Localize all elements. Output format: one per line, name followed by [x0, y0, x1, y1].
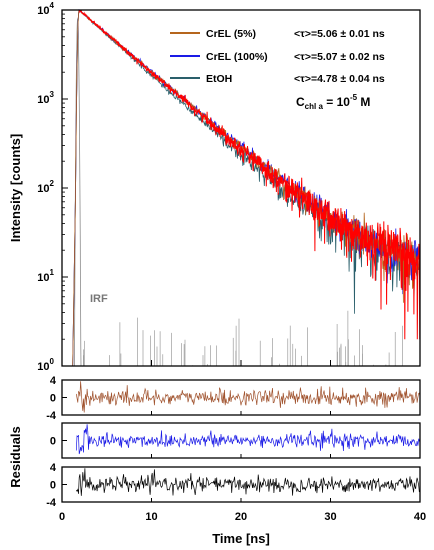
- decay-series: [72, 9, 420, 367]
- residuals-panel: 4 0 -4 0 4 0 -4: [46, 375, 421, 509]
- legend-tau-crel-100: <τ>=5.07 ± 0.02 ns: [294, 51, 385, 63]
- y-tick-mantissa: 10: [37, 361, 49, 373]
- irf-trace: [73, 18, 403, 367]
- y-tick-mantissa: 10: [37, 272, 49, 284]
- residuals-y-axis-label: Residuals: [8, 426, 23, 487]
- residual-y-tick-label: 4: [50, 375, 57, 387]
- legend-label-crel-5: CrEL (5%): [206, 28, 256, 40]
- legend: CrEL (5%) <τ>=5.06 ± 0.01 ns CrEL (100%)…: [170, 28, 385, 85]
- legend-tau-etoh: <τ>=4.78 ± 0.04 ns: [294, 73, 385, 85]
- residual-subplot: 0: [50, 422, 421, 459]
- x-axis-label: Time [ns]: [212, 531, 270, 546]
- residual-subplot: 4 0 -4: [46, 375, 421, 422]
- decay-data: [72, 9, 421, 367]
- decay-plot-frame: [61, 9, 421, 367]
- residual-y-tick-label: 0: [50, 436, 56, 448]
- x-tick-label: 30: [324, 511, 336, 523]
- y-tick-mantissa: 10: [37, 183, 49, 195]
- residual-trace: [75, 424, 421, 455]
- residual-y-tick-label: -4: [46, 410, 57, 422]
- residual-y-tick-label: -4: [46, 497, 57, 509]
- concentration-subscript: chl a: [305, 102, 324, 111]
- residual-y-tick-label: 0: [50, 480, 56, 492]
- x-tick-label: 40: [414, 511, 426, 523]
- residual-trace: [75, 381, 421, 413]
- concentration-value: = 10: [323, 95, 350, 109]
- irf-label: IRF: [90, 293, 108, 305]
- x-tick-label: 20: [235, 511, 247, 523]
- y-tick-exponent: 3: [50, 90, 55, 99]
- x-tick-label: 10: [145, 511, 157, 523]
- concentration-unit: M: [357, 95, 370, 109]
- y-tick-mantissa: 10: [37, 94, 49, 106]
- residual-trace: [75, 468, 421, 496]
- residual-y-tick-label: 4: [50, 462, 57, 474]
- y-tick-exponent: 4: [50, 1, 55, 10]
- y-tick-label: 100: [37, 357, 54, 373]
- y-tick-label: 103: [37, 90, 54, 106]
- x-ticks: 0 10 20 30 40: [59, 511, 426, 523]
- y-tick-exponent: 1: [50, 268, 55, 277]
- decay-series: [72, 9, 420, 367]
- y-tick-exponent: 2: [50, 179, 55, 188]
- y-tick-mantissa: 10: [37, 5, 49, 17]
- concentration-annotation: Cchl a = 10-5 M: [296, 93, 370, 111]
- y-tick-label: 102: [37, 179, 54, 195]
- decay-y-axis-label: Intensity [counts]: [8, 134, 23, 242]
- concentration-prefix: C: [296, 95, 305, 109]
- residual-y-tick-label: 0: [50, 393, 56, 405]
- y-tick-label: 104: [37, 1, 54, 17]
- x-tick-label: 0: [59, 511, 65, 523]
- y-tick-label: 101: [37, 268, 54, 284]
- concentration-exponent: -5: [350, 93, 358, 102]
- legend-label-etoh: EtOH: [206, 73, 232, 85]
- fit-curve: [78, 9, 421, 340]
- legend-tau-crel-5: <τ>=5.06 ± 0.01 ns: [294, 28, 385, 40]
- legend-label-crel-100: CrEL (100%): [206, 51, 268, 63]
- residual-subplot: 4 0 -4: [46, 462, 421, 509]
- decay-series: [72, 9, 420, 367]
- y-tick-exponent: 0: [50, 357, 55, 366]
